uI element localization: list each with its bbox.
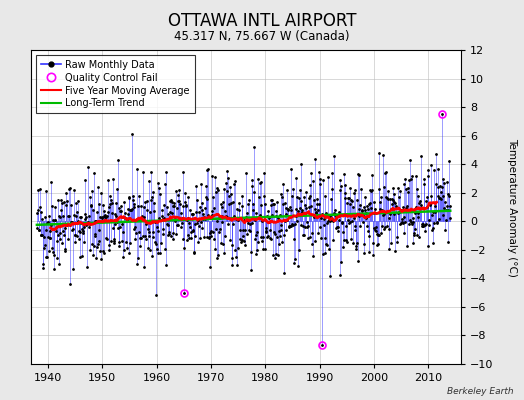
Text: OTTAWA INTL AIRPORT: OTTAWA INTL AIRPORT (168, 12, 356, 30)
Text: Berkeley Earth: Berkeley Earth (447, 387, 514, 396)
Text: 45.317 N, 75.667 W (Canada): 45.317 N, 75.667 W (Canada) (174, 30, 350, 43)
Legend: Raw Monthly Data, Quality Control Fail, Five Year Moving Average, Long-Term Tren: Raw Monthly Data, Quality Control Fail, … (36, 55, 195, 113)
Y-axis label: Temperature Anomaly (°C): Temperature Anomaly (°C) (507, 138, 517, 276)
